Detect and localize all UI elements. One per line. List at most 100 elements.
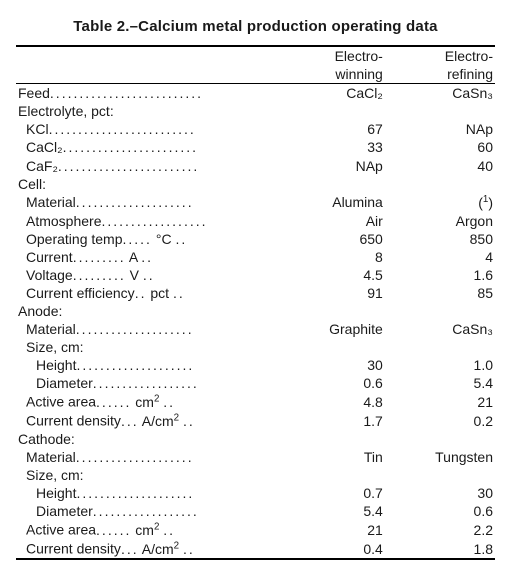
cell-electrowinning: 67: [275, 120, 385, 138]
table-row: Material ....................TinTungsten: [16, 448, 495, 466]
dot-leader: ..: [135, 285, 147, 301]
table-row: Cell:: [16, 175, 495, 193]
row-label-text: Voltage: [26, 267, 73, 283]
cell-electrorefining: 1.6: [385, 266, 495, 284]
row-label-text: Feed: [18, 85, 50, 101]
cell-electrowinning: Tin: [275, 448, 385, 466]
row-label: Feed ..........................: [16, 84, 275, 103]
data-table: Electro- Electro- winning refining Feed …: [16, 45, 495, 560]
table-row: Cathode:: [16, 430, 495, 448]
row-label-text: Size, cm:: [26, 467, 84, 483]
row-label: Diameter ..................: [16, 502, 275, 520]
row-label: Current ......... A ..: [16, 248, 275, 266]
cell-electrowinning: NAp: [275, 157, 385, 175]
table-row: Active area ...... cm2 ..4.821: [16, 392, 495, 411]
dot-leader: .........: [73, 249, 126, 265]
dot-leader: ..: [173, 285, 185, 301]
cell-electrorefining: 60: [385, 138, 495, 156]
row-label: Material ....................: [16, 448, 275, 466]
dot-leader: ..........................: [50, 85, 203, 101]
dot-leader: ..................: [93, 375, 199, 391]
cell-electrowinning: Graphite: [275, 320, 385, 338]
dot-leader: ..: [143, 267, 155, 283]
row-label: Atmosphere ..................: [16, 212, 275, 230]
row-label-text: Height: [36, 357, 76, 373]
cell-electrowinning: [275, 175, 385, 193]
row-label-text: Material: [26, 194, 76, 210]
header-blank2: [16, 65, 275, 84]
row-label-text: Atmosphere: [26, 213, 101, 229]
dot-leader: ......: [96, 394, 131, 410]
table-row: Anode:: [16, 302, 495, 320]
cell-electrorefining: 2.2: [385, 520, 495, 539]
dot-leader: ..: [183, 541, 195, 557]
table-row: Height ....................0.730: [16, 484, 495, 502]
dot-leader: ....................: [76, 194, 194, 210]
header-electrowinning-l1: Electro-: [275, 46, 385, 65]
cell-electrorefining: 4: [385, 248, 495, 266]
cell-electrorefining: [385, 338, 495, 356]
dot-leader: ....................: [76, 321, 194, 337]
row-label: Current density ... A/cm2 ..: [16, 411, 275, 430]
table-row: CaCl₂ .......................3360: [16, 138, 495, 156]
cell-electrowinning: [275, 466, 385, 484]
cell-electrorefining: 0.2: [385, 411, 495, 430]
table-row: Feed ..........................CaCl₂CaSn…: [16, 84, 495, 103]
cell-electrowinning: [275, 102, 385, 120]
dot-leader: ..: [141, 249, 153, 265]
row-unit: °C: [152, 231, 176, 247]
cell-electrowinning: 0.7: [275, 484, 385, 502]
row-label-text: Size, cm:: [26, 339, 84, 355]
row-label-text: Cell:: [18, 176, 46, 192]
row-label: Cathode:: [16, 430, 275, 448]
row-label: Height ....................: [16, 484, 275, 502]
row-label: Height ....................: [16, 356, 275, 374]
row-label-text: KCl: [26, 121, 49, 137]
dot-leader: .....: [123, 231, 152, 247]
table-row: Material ....................GraphiteCaS…: [16, 320, 495, 338]
cell-electrowinning: 5.4: [275, 502, 385, 520]
table-row: Current ......... A ..84: [16, 248, 495, 266]
table-row: Diameter ..................5.40.6: [16, 502, 495, 520]
table-row: Current density ... A/cm2 ..0.41.8: [16, 539, 495, 559]
dot-leader: ........................: [58, 158, 199, 174]
row-label-text: Diameter: [36, 375, 93, 391]
cell-electrorefining: 21: [385, 392, 495, 411]
row-label: Operating temp ..... °C ..: [16, 230, 275, 248]
row-label: Current density ... A/cm2 ..: [16, 539, 275, 559]
cell-electrorefining: [385, 430, 495, 448]
row-label: Active area ...... cm2 ..: [16, 392, 275, 411]
dot-leader: .........: [73, 267, 126, 283]
cell-electrowinning: 0.4: [275, 539, 385, 559]
cell-electrorefining: Argon: [385, 212, 495, 230]
row-label: Size, cm:: [16, 466, 275, 484]
row-label: Size, cm:: [16, 338, 275, 356]
row-label: KCl .........................: [16, 120, 275, 138]
row-label-text: Material: [26, 321, 76, 337]
cell-electrorefining: 0.6: [385, 502, 495, 520]
row-label: CaCl₂ .......................: [16, 138, 275, 156]
row-unit: A: [126, 249, 142, 265]
cell-electrorefining: 40: [385, 157, 495, 175]
dot-leader: ..: [163, 394, 175, 410]
cell-electrowinning: 21: [275, 520, 385, 539]
dot-leader: ...: [121, 541, 139, 557]
cell-electrowinning: 1.7: [275, 411, 385, 430]
table-row: Height ....................301.0: [16, 356, 495, 374]
dot-leader: ..: [175, 231, 187, 247]
table-row: KCl .........................67NAp: [16, 120, 495, 138]
row-label: Electrolyte, pct:: [16, 102, 275, 120]
header-blank: [16, 46, 275, 65]
dot-leader: ....................: [76, 357, 194, 373]
dot-leader: .........................: [49, 121, 196, 137]
dot-leader: ....................: [76, 485, 194, 501]
table-body: Feed ..........................CaCl₂CaSn…: [16, 84, 495, 559]
cell-electrowinning: 8: [275, 248, 385, 266]
table-row: Current density ... A/cm2 ..1.70.2: [16, 411, 495, 430]
table-row: Diameter ..................0.65.4: [16, 374, 495, 392]
row-label-text: Current density: [26, 413, 121, 429]
cell-electrorefining: 1.8: [385, 539, 495, 559]
header-electrowinning-l2: winning: [275, 65, 385, 84]
row-label-text: Anode:: [18, 303, 62, 319]
table-row: CaF₂ ........................NAp40: [16, 157, 495, 175]
